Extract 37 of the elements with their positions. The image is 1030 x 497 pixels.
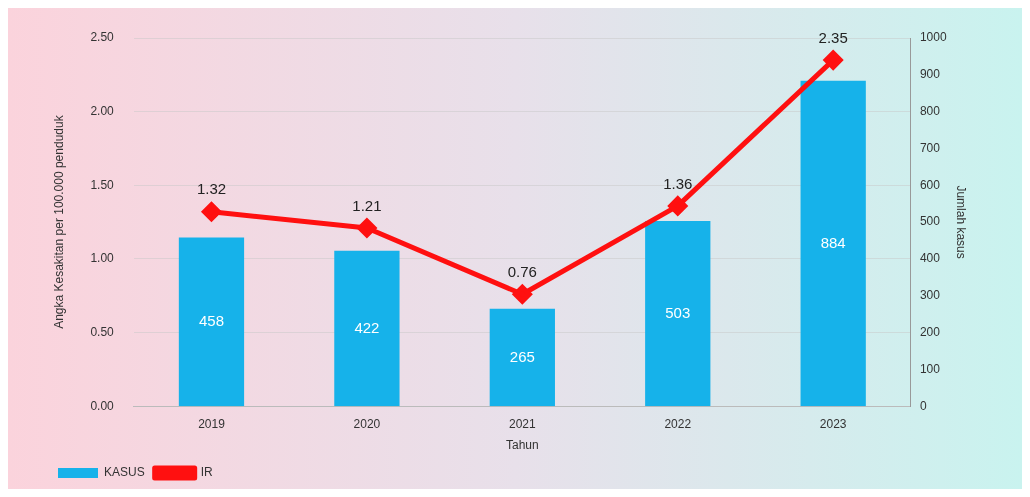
y2-tick-label: 0 [919, 398, 927, 413]
y2-tick-label: 400 [919, 251, 941, 266]
data-label: 265 [509, 347, 535, 365]
data-label: 0.76 [507, 262, 537, 280]
y2-tick-label: 300 [919, 288, 941, 303]
data-label: 1.32 [196, 180, 227, 198]
y-tick-label: 0.50 [90, 324, 115, 339]
y2-tick-label: 700 [919, 140, 941, 155]
data-label: 422 [354, 318, 380, 336]
y-tick-label: 1.50 [90, 177, 115, 192]
data-label: 2.35 [818, 28, 848, 46]
y2-tick-label: 800 [919, 103, 941, 118]
y2-tick-label: 1000 [919, 30, 947, 45]
y-tick-label: 2.00 [90, 103, 115, 118]
y2-tick-label: 100 [919, 361, 941, 376]
y-tick-label: 0.00 [90, 398, 115, 413]
legend-label: KASUS [104, 465, 145, 480]
x-tick-label: 2021 [508, 416, 536, 431]
y2-tick-label: 500 [919, 214, 941, 229]
y2-tick-label: 600 [919, 177, 941, 192]
data-label: 884 [820, 233, 846, 251]
x-tick-label: 2023 [819, 416, 847, 431]
data-label: 1.21 [352, 196, 382, 214]
y2-tick-label: 900 [919, 67, 941, 82]
legend-label: IR [200, 465, 214, 480]
y-tick-label: 1.00 [90, 251, 115, 266]
x-tick-label: 2019 [198, 416, 226, 431]
x-tick-label: 2020 [353, 416, 381, 431]
y2-axis-title: Jumlah kasus [954, 185, 969, 259]
data-label: 503 [665, 303, 691, 321]
y2-tick-label: 200 [919, 324, 941, 339]
y-axis-title: Angka Kesakitan per 100.000 penduduk [51, 114, 66, 329]
x-axis-title: Tahun [505, 438, 539, 453]
x-tick-label: 2022 [664, 416, 692, 431]
data-label: 1.36 [663, 174, 693, 192]
y-tick-label: 2.50 [90, 30, 115, 45]
data-label: 458 [198, 312, 224, 330]
